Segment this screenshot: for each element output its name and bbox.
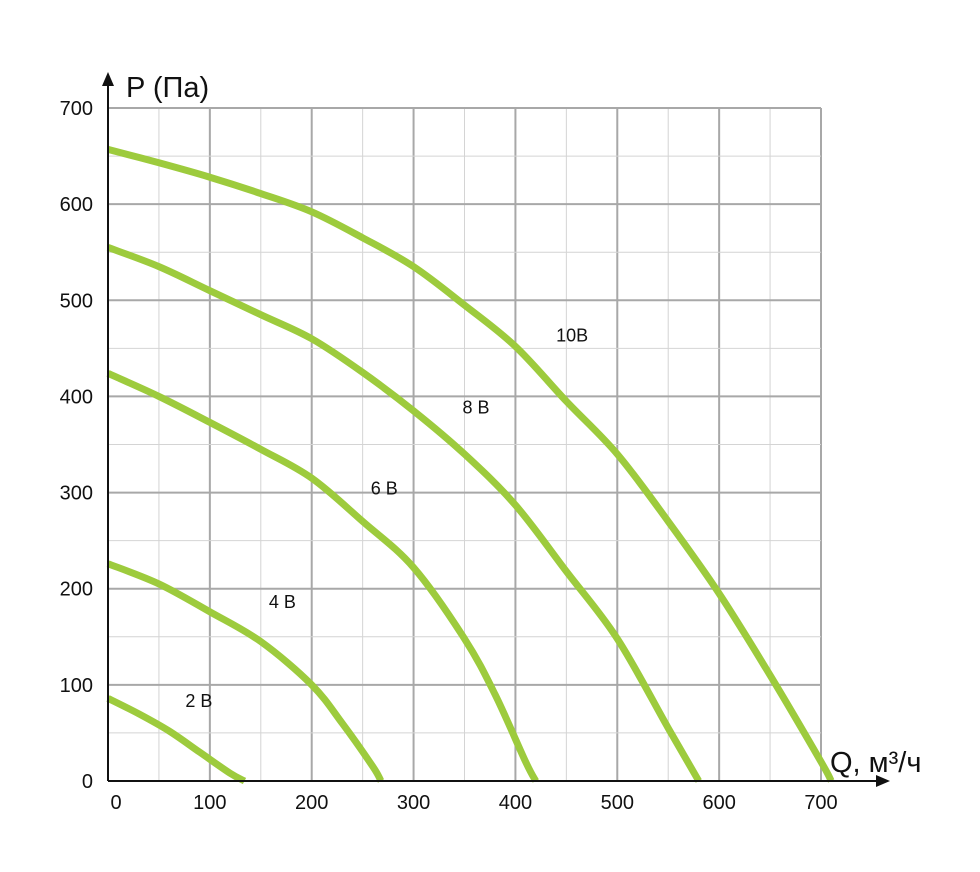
series-label-2b: 2 B bbox=[185, 691, 212, 711]
y-tick-label: 700 bbox=[60, 98, 93, 120]
x-axis-title: Q, м³/ч bbox=[830, 747, 921, 779]
series-label-4b: 4 B bbox=[269, 592, 296, 612]
y-axis-title: P (Па) bbox=[126, 72, 209, 104]
series-line-4b bbox=[106, 560, 385, 783]
series-label-8b: 8 B bbox=[462, 398, 489, 418]
x-tick-label: 600 bbox=[702, 792, 735, 814]
series-line-10b bbox=[107, 145, 835, 783]
y-tick-label: 100 bbox=[60, 675, 93, 697]
y-tick-label: 600 bbox=[60, 194, 93, 216]
series-line-2b bbox=[106, 695, 247, 785]
series-curves bbox=[106, 145, 835, 785]
y-tick-label: 400 bbox=[60, 386, 93, 408]
y-tick-labels: 0 100 200 300 400 500 600 700 bbox=[60, 98, 93, 793]
axes bbox=[102, 72, 890, 787]
series-line-6b bbox=[106, 370, 539, 783]
x-tick-label: 400 bbox=[499, 792, 532, 814]
grid bbox=[108, 107, 822, 781]
x-tick-label: 200 bbox=[295, 792, 328, 814]
series-line-8b bbox=[106, 244, 702, 783]
x-tick-label: 100 bbox=[193, 792, 226, 814]
series-label-6b: 6 B bbox=[371, 478, 398, 498]
x-tick-label: 700 bbox=[804, 792, 837, 814]
y-axis-arrow-icon bbox=[102, 72, 114, 86]
y-tick-label: 500 bbox=[60, 290, 93, 312]
x-tick-label: 300 bbox=[397, 792, 430, 814]
x-tick-labels: 0 100 200 300 400 500 600 700 bbox=[110, 792, 837, 814]
y-tick-label: 300 bbox=[60, 483, 93, 505]
series-label-10b: 10B bbox=[556, 326, 588, 346]
x-axis-arrow-icon bbox=[876, 775, 890, 787]
x-tick-label: 500 bbox=[601, 792, 634, 814]
y-tick-label: 0 bbox=[82, 771, 93, 793]
series-labels: 2 B 4 B 6 B 8 B 10B bbox=[185, 326, 588, 711]
y-tick-label: 200 bbox=[60, 579, 93, 601]
x-tick-label: 0 bbox=[110, 792, 121, 814]
